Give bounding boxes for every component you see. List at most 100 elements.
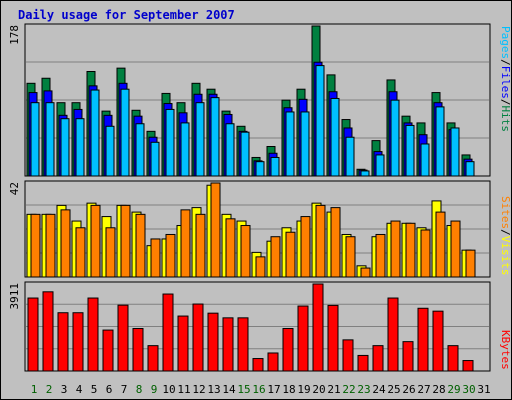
kbytes-bar [192,303,204,372]
kbytes-bar [132,328,144,372]
day-label: 9 [151,383,158,396]
sites-bar [345,236,356,278]
kbytes-bar [252,358,264,372]
pages-bar [90,89,100,177]
pages-bar [315,65,325,177]
chart-title: Daily usage for September 2007 [18,8,235,22]
sites-bar [135,213,146,278]
pages-bar [150,141,160,177]
pages-bar [300,111,310,177]
visits-legend-part: Visits [499,236,512,276]
sites-bar [315,204,326,278]
hits-legend: Pages/Files/Hits [499,26,512,132]
visits-axis-max-label: 42 [8,182,21,195]
hits-legend-part: Files [499,66,512,99]
kbytes-bar [57,312,69,372]
sites-bar [165,233,176,278]
pages-bar [420,143,430,177]
day-label: 30 [462,383,475,396]
day-label: 21 [327,383,340,396]
day-label: 25 [387,383,400,396]
sites-bar [420,229,431,278]
visits-legend-part: Sites [499,196,512,229]
sites-bar [60,209,71,278]
sites-bar [240,225,251,278]
day-label: 5 [91,383,98,396]
day-label: 7 [121,383,128,396]
day-label: 10 [162,383,175,396]
sites-bar [270,236,281,278]
sites-bar [405,222,416,278]
kbytes-bar [117,304,129,372]
pages-bar [180,122,190,177]
sites-bar [45,213,56,278]
kbytes-bar [147,345,159,372]
sites-bar [75,227,86,278]
day-label: 12 [192,383,205,396]
pages-bar [255,161,265,177]
day-label: 15 [237,383,250,396]
pages-bar [285,111,295,177]
day-label: 14 [222,383,236,396]
pages-bar [195,102,205,177]
kbytes-bar [222,317,234,372]
sites-bar [210,182,221,278]
pages-bar [105,125,115,177]
kbytes-bar [237,317,249,372]
kbytes-bar [417,307,429,372]
sites-bar [450,220,461,278]
sites-bar [330,207,341,278]
day-label: 31 [477,383,490,396]
kbytes-bar [432,310,444,372]
sites-bar [180,209,191,278]
day-label: 3 [61,383,68,396]
pages-bar [75,118,85,177]
pages-bar [120,88,130,177]
day-label: 20 [312,383,325,396]
day-label: 28 [432,383,445,396]
kbytes-bar [42,291,54,372]
day-label: 22 [342,383,355,396]
pages-bar [450,127,460,177]
day-label: 23 [357,383,370,396]
hits-legend-part: / [499,59,512,66]
kbytes-axis-max-label: 3911 [8,283,21,310]
hits-axis-max-label: 178 [8,25,21,45]
day-label: 27 [417,383,430,396]
sites-bar [105,227,116,278]
sites-bar [120,204,131,278]
hits-legend-part: Hits [499,106,512,133]
day-label: 17 [267,383,280,396]
pages-bar [30,102,40,177]
sites-bar [360,267,371,278]
day-label: 6 [106,383,113,396]
pages-bar [60,118,70,177]
kbytes-legend-part: KBytes [499,330,512,370]
pages-bar [270,156,280,177]
kbytes-bar [342,339,354,372]
pages-bar [390,99,400,177]
kbytes-bar [102,329,114,372]
day-label: 16 [252,383,265,396]
sites-bar [435,211,446,278]
hits-legend-part: / [499,99,512,106]
day-label: 4 [76,383,83,396]
kbytes-bar [267,352,279,372]
kbytes-legend: KBytes [499,330,512,370]
kbytes-bar [462,360,474,372]
pages-bar [435,106,445,177]
pages-bar [210,97,220,177]
kbytes-bar [282,328,294,372]
sites-bar [90,204,101,278]
day-label: 24 [372,383,386,396]
sites-bar [225,218,236,278]
sites-bar [300,216,311,278]
sites-bar [195,213,206,278]
pages-bar [165,108,175,177]
sites-bar [30,213,41,278]
pages-bar [360,170,370,177]
pages-bar [405,124,415,177]
sites-bar [375,233,386,278]
pages-bar [135,123,145,177]
